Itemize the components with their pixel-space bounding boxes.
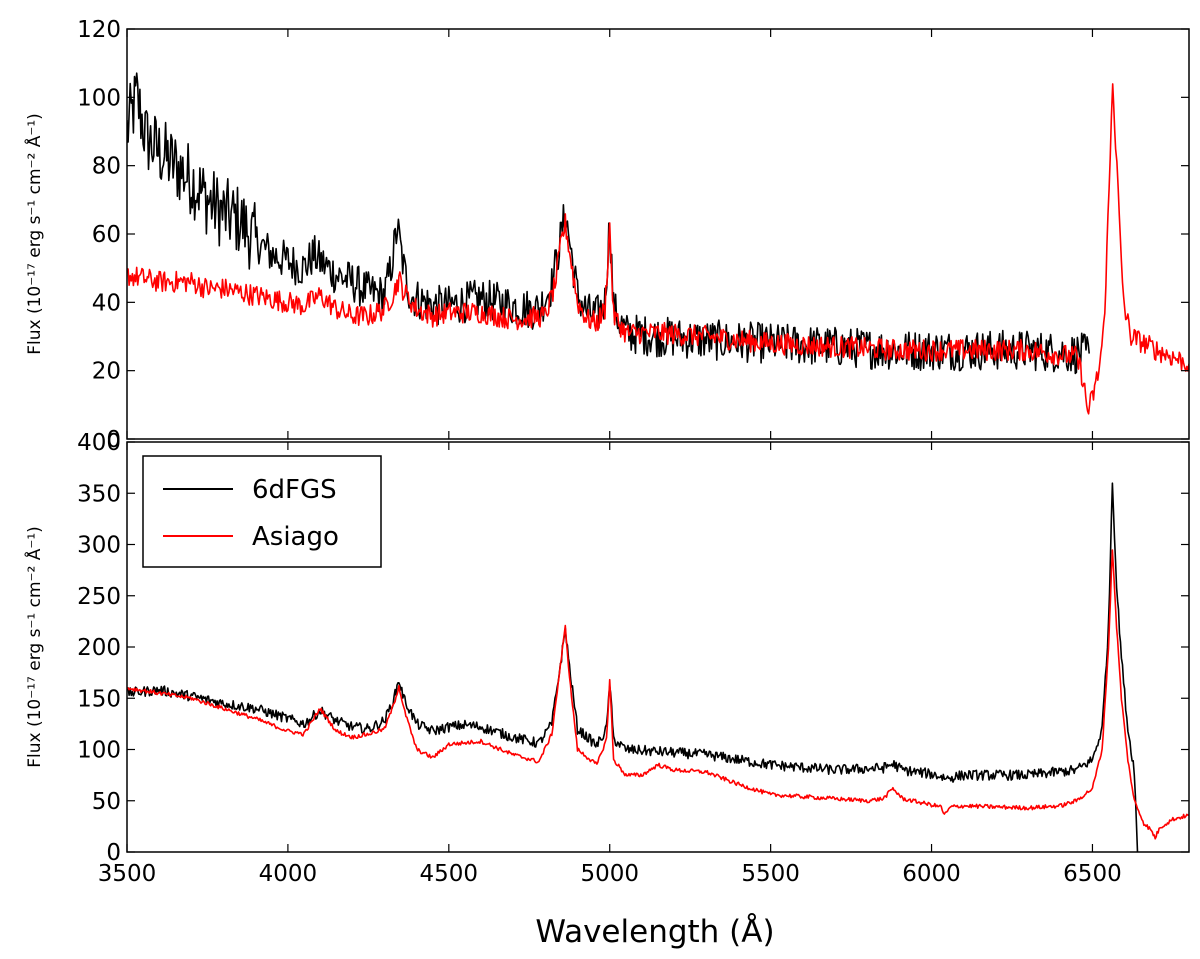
x-tick-label: 3500	[98, 861, 157, 887]
y-tick-label: 0	[106, 840, 121, 866]
top-y-axis-label: Flux (10⁻¹⁷ erg s⁻¹ cm⁻² Å⁻¹)	[23, 113, 45, 355]
y-tick-label: 150	[77, 686, 121, 712]
series-line-asiago-top	[127, 83, 1189, 415]
y-tick-label: 400	[77, 430, 121, 456]
y-tick-label: 100	[77, 738, 121, 764]
y-tick-label: 250	[77, 584, 121, 610]
plot-frame-top	[126, 28, 1190, 440]
y-tick-label: 300	[77, 533, 121, 559]
x-tick-label: 6500	[1063, 861, 1122, 887]
legend-label-6dfgs: 6dFGS	[252, 475, 337, 505]
y-tick-label: 0	[106, 427, 121, 453]
y-tick-label: 20	[92, 359, 121, 385]
y-tick-label: 80	[92, 154, 121, 180]
y-tick-label: 120	[77, 17, 121, 43]
y-tick-label: 50	[92, 789, 121, 815]
x-tick-label: 4500	[420, 861, 479, 887]
top-panel: 0 20 40 60 80 100 120	[77, 17, 1190, 453]
x-tick-label: 6000	[902, 861, 961, 887]
y-tick-label: 100	[77, 85, 121, 111]
series-line-asiago-bottom	[127, 549, 1189, 840]
x-tick-label: 5000	[580, 861, 639, 887]
series-line-6dfgs-top	[127, 72, 1090, 375]
series-line-6dfgs-bottom	[127, 482, 1139, 852]
y-tick-label: 350	[77, 481, 121, 507]
y-tick-label: 40	[92, 290, 121, 316]
bottom-panel: 3500 4000 4500 5000 5500 6000 6500050100150200…	[77, 430, 1190, 887]
x-tick-label: 4000	[259, 861, 318, 887]
legend-frame	[142, 455, 382, 568]
bottom-y-axis-label: Flux (10⁻¹⁷ erg s⁻¹ cm⁻² Å⁻¹)	[23, 526, 45, 768]
legend-label-asiago: Asiago	[252, 522, 339, 552]
legend: 6dFGS Asiago	[142, 455, 382, 568]
x-tick-label: 5500	[741, 861, 800, 887]
y-tick-label: 200	[77, 635, 121, 661]
x-axis-label: Wavelength (Å)	[535, 914, 774, 950]
y-tick-label: 60	[92, 222, 121, 248]
